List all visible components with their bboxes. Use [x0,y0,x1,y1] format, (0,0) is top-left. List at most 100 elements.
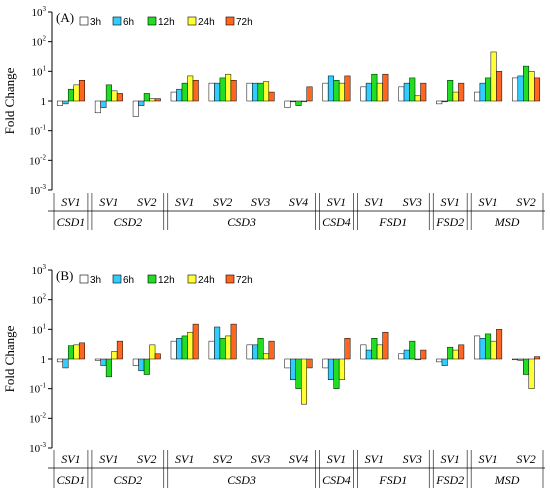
bar [512,358,519,361]
legend-label: 72h [236,17,253,28]
bar [414,358,421,361]
category-label: SV1 [327,195,346,209]
group-label: CSD2 [114,215,143,229]
group-label: CSD1 [57,215,86,229]
legend-label: 12h [158,275,175,286]
y-tick-label: 101 [32,322,47,336]
bar [225,335,232,360]
bar [496,71,503,102]
bar [116,93,123,102]
bar [409,340,416,360]
category-label: SV1 [441,195,460,209]
category-label: SV1 [327,452,346,466]
bar [403,82,410,102]
bar [214,82,221,102]
bar [301,100,307,103]
y-tick-label: 102 [32,35,47,49]
category-label: SV1 [61,195,80,209]
category-label: SV3 [403,452,422,466]
bar [414,95,421,102]
bar [327,358,334,380]
bar [268,91,275,102]
legend-swatch [225,16,235,26]
group-label: CSD3 [227,215,256,229]
bar [187,75,194,102]
bar [512,77,519,102]
bar [365,82,372,102]
bar [225,73,232,102]
bar [105,358,112,378]
legend-swatch [225,274,235,284]
bar [458,344,465,360]
group-label: CSD4 [322,215,351,229]
y-tick-label: 10-1 [29,382,46,396]
bar [257,82,264,102]
category-label: SV1 [61,452,80,466]
category-label: SV1 [441,452,460,466]
bar [517,75,524,102]
group-label: FSD2 [435,215,464,229]
legend-swatch [79,16,89,26]
bar [452,349,459,360]
category-label: SV1 [478,195,497,209]
bar [436,358,443,363]
bar [290,100,296,103]
bar [149,344,156,360]
bar [490,340,497,360]
bar [447,80,454,102]
bar [301,358,307,405]
bar [479,338,486,360]
bar [56,358,63,363]
bar [56,100,63,106]
bar [290,358,296,380]
category-label: SV1 [99,452,118,466]
bar [398,353,405,360]
bar [62,358,69,369]
bar [528,71,535,102]
legend-label: 72h [236,275,253,286]
bar [327,75,334,102]
bar [420,82,427,102]
bar [154,353,161,360]
bar [268,340,275,360]
category-label: SV3 [251,452,270,466]
group-label: MSD [494,215,520,229]
bar [528,358,535,389]
group-label: FSD1 [378,473,407,487]
group-label: CSD2 [114,473,143,487]
bar [479,82,486,102]
bar [441,358,448,366]
bar [284,358,291,369]
category-label: SV4 [289,452,308,466]
bar [333,80,340,102]
bar [376,344,383,360]
category-label: SV1 [478,452,497,466]
bar [111,351,118,360]
bar [219,338,226,360]
category-label: SV1 [99,195,118,209]
y-tick-label: 10-3 [29,441,46,455]
bar [371,73,378,102]
legend-swatch [147,274,157,284]
bar [78,80,85,102]
y-axis-label: Fold Change [2,67,17,134]
y-axis-label: Fold Change [2,325,17,392]
bar [523,65,530,102]
bar [252,344,259,360]
bar [409,77,416,102]
category-label: SV2 [516,452,535,466]
bar [176,88,183,102]
category-label: SV1 [175,195,194,209]
bar [344,75,351,102]
bar [436,100,443,105]
bar [154,98,161,102]
bar [322,82,329,102]
group-label: FSD1 [378,215,407,229]
category-label: SV2 [137,195,156,209]
bar [149,98,156,102]
bar [490,51,497,102]
bar [105,84,112,102]
y-tick-label: 10-3 [29,183,46,197]
legend-swatch [187,274,197,284]
bar [420,349,427,360]
